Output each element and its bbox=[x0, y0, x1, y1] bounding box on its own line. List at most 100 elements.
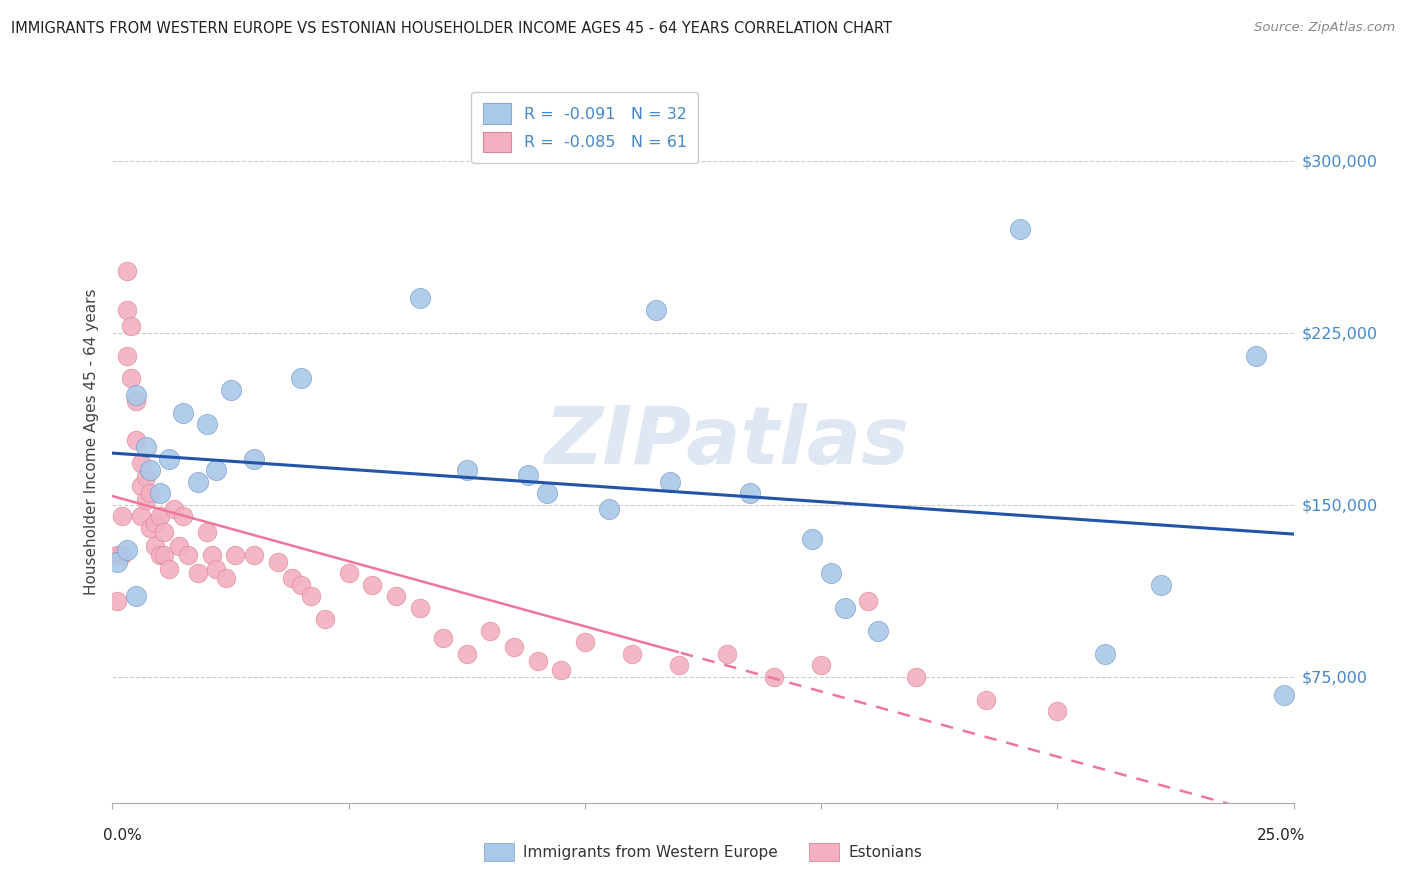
Point bbox=[550, 663, 572, 677]
Point bbox=[143, 539, 166, 553]
Point bbox=[866, 624, 889, 638]
Point bbox=[135, 493, 157, 508]
Point bbox=[153, 525, 176, 540]
Point bbox=[120, 371, 142, 385]
Point bbox=[820, 566, 842, 581]
Point bbox=[149, 548, 172, 562]
Point bbox=[215, 571, 238, 585]
Point bbox=[125, 394, 148, 409]
Point bbox=[111, 509, 134, 524]
Point bbox=[243, 548, 266, 562]
Point bbox=[290, 578, 312, 592]
Point bbox=[115, 543, 138, 558]
Point bbox=[186, 475, 208, 489]
Point bbox=[432, 631, 454, 645]
Point bbox=[172, 406, 194, 420]
Point bbox=[105, 555, 128, 569]
Point bbox=[456, 463, 478, 477]
Point bbox=[1150, 578, 1173, 592]
Point bbox=[858, 594, 880, 608]
Point bbox=[129, 456, 152, 470]
Point bbox=[536, 486, 558, 500]
Point bbox=[517, 467, 540, 482]
Point bbox=[125, 590, 148, 604]
Point bbox=[129, 509, 152, 524]
Point bbox=[1046, 704, 1069, 718]
Point bbox=[834, 600, 856, 615]
Point bbox=[598, 502, 620, 516]
Point bbox=[740, 486, 762, 500]
Point bbox=[314, 612, 336, 626]
Point bbox=[149, 486, 172, 500]
Point bbox=[361, 578, 384, 592]
Point bbox=[120, 318, 142, 333]
Point bbox=[479, 624, 502, 638]
Point bbox=[1008, 222, 1031, 236]
Point bbox=[408, 291, 430, 305]
Y-axis label: Householder Income Ages 45 - 64 years: Householder Income Ages 45 - 64 years bbox=[83, 288, 98, 595]
Point bbox=[1272, 688, 1295, 702]
Point bbox=[139, 486, 162, 500]
Point bbox=[149, 509, 172, 524]
Point bbox=[125, 434, 148, 448]
Point bbox=[621, 647, 644, 661]
Point bbox=[644, 302, 666, 317]
Point bbox=[337, 566, 360, 581]
Text: Source: ZipAtlas.com: Source: ZipAtlas.com bbox=[1254, 21, 1395, 35]
Point bbox=[1094, 647, 1116, 661]
Point bbox=[205, 562, 228, 576]
Point bbox=[139, 463, 162, 477]
Point bbox=[129, 479, 152, 493]
Point bbox=[526, 654, 548, 668]
Point bbox=[177, 548, 200, 562]
Point bbox=[224, 548, 246, 562]
Point bbox=[800, 532, 823, 546]
Point bbox=[456, 647, 478, 661]
Text: 25.0%: 25.0% bbox=[1257, 828, 1305, 843]
Text: 0.0%: 0.0% bbox=[103, 828, 142, 843]
Point bbox=[115, 302, 138, 317]
Point bbox=[139, 520, 162, 534]
Point bbox=[716, 647, 738, 661]
Text: IMMIGRANTS FROM WESTERN EUROPE VS ESTONIAN HOUSEHOLDER INCOME AGES 45 - 64 YEARS: IMMIGRANTS FROM WESTERN EUROPE VS ESTONI… bbox=[11, 21, 893, 37]
Point bbox=[904, 670, 927, 684]
Point bbox=[125, 387, 148, 401]
Point bbox=[408, 600, 430, 615]
Point bbox=[195, 417, 218, 432]
Point bbox=[143, 516, 166, 530]
Legend: Immigrants from Western Europe, Estonians: Immigrants from Western Europe, Estonian… bbox=[477, 836, 929, 868]
Point bbox=[574, 635, 596, 649]
Point bbox=[658, 475, 681, 489]
Point bbox=[219, 383, 242, 397]
Point bbox=[167, 539, 190, 553]
Point bbox=[668, 658, 690, 673]
Point bbox=[201, 548, 224, 562]
Point bbox=[135, 440, 157, 454]
Point bbox=[153, 548, 176, 562]
Point bbox=[186, 566, 208, 581]
Point bbox=[290, 371, 312, 385]
Point bbox=[172, 509, 194, 524]
Point bbox=[111, 548, 134, 562]
Point bbox=[810, 658, 832, 673]
Point bbox=[115, 263, 138, 277]
Point bbox=[976, 692, 998, 706]
Point bbox=[503, 640, 526, 654]
Point bbox=[157, 451, 180, 466]
Point bbox=[163, 502, 186, 516]
Point bbox=[243, 451, 266, 466]
Point bbox=[195, 525, 218, 540]
Point bbox=[115, 349, 138, 363]
Point bbox=[105, 594, 128, 608]
Point bbox=[281, 571, 304, 585]
Point bbox=[105, 548, 128, 562]
Point bbox=[157, 562, 180, 576]
Point bbox=[205, 463, 228, 477]
Point bbox=[267, 555, 290, 569]
Point bbox=[299, 590, 322, 604]
Legend: R =  -0.091   N = 32, R =  -0.085   N = 61: R = -0.091 N = 32, R = -0.085 N = 61 bbox=[471, 92, 699, 163]
Point bbox=[385, 590, 408, 604]
Point bbox=[1244, 349, 1267, 363]
Point bbox=[135, 470, 157, 484]
Text: ZIPatlas: ZIPatlas bbox=[544, 402, 910, 481]
